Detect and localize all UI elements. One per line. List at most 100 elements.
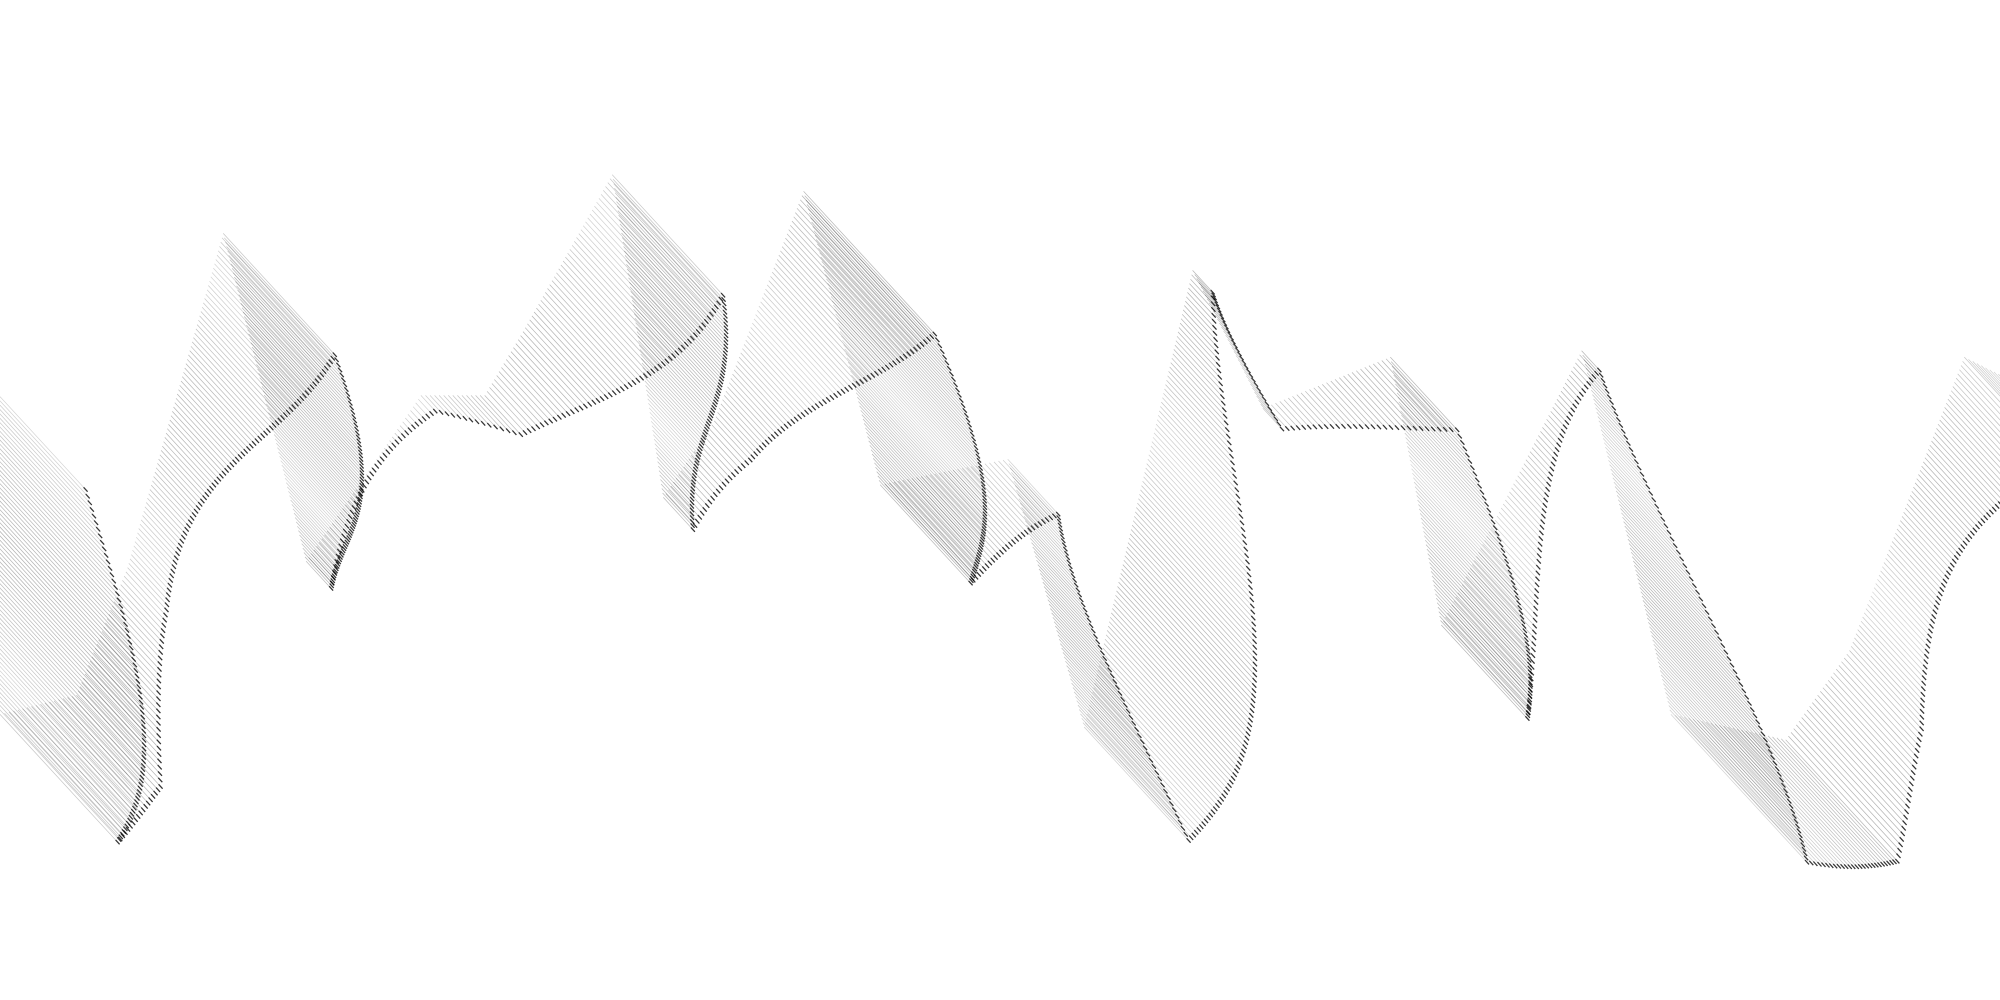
line-tip	[1915, 742, 1921, 748]
line-tip	[377, 459, 382, 466]
hatch-line	[1652, 639, 1784, 783]
hatch-line	[0, 674, 134, 820]
line-tip	[141, 742, 147, 748]
line-tip	[1492, 525, 1498, 531]
line-tip	[999, 549, 1004, 555]
line-tip	[956, 392, 962, 398]
hatch-line	[1168, 371, 1231, 439]
line-tip	[756, 448, 761, 454]
line-tip	[1203, 818, 1209, 824]
hatch-line	[778, 254, 887, 372]
line-tip	[1795, 823, 1800, 829]
line-tip	[1783, 788, 1788, 794]
line-tip	[1588, 377, 1594, 383]
line-tip	[134, 673, 140, 679]
hatch-line	[215, 259, 325, 378]
hatch-line	[800, 199, 931, 342]
line-tip	[1230, 339, 1236, 345]
hatch-line	[0, 714, 120, 845]
line-tip	[1762, 737, 1768, 743]
line-tip	[1538, 530, 1544, 536]
hatch-line	[297, 526, 339, 572]
hatch-line	[294, 517, 341, 567]
line-tip	[962, 407, 968, 414]
line-tip	[1212, 324, 1217, 331]
line-tip	[1261, 396, 1267, 402]
hatch-line	[818, 247, 966, 408]
hatch-line	[303, 552, 335, 586]
hatch-line	[1594, 403, 1629, 440]
hatch-line	[1150, 445, 1249, 552]
line-tip	[1832, 863, 1838, 869]
line-tip	[723, 317, 729, 323]
hatch-line	[475, 395, 511, 434]
line-tip	[119, 609, 125, 615]
hatch-line	[4, 712, 123, 842]
hatch-line	[685, 462, 718, 498]
hatch-line	[1806, 709, 1908, 820]
line-tip	[697, 514, 703, 520]
line-tip	[982, 508, 988, 514]
hatch-line	[123, 575, 167, 623]
line-tip	[1529, 670, 1535, 676]
line-tip	[840, 388, 846, 395]
line-tip	[980, 534, 986, 540]
line-tip	[1817, 861, 1822, 867]
line-tip	[359, 487, 365, 493]
line-tip	[717, 385, 722, 391]
hatch-line	[86, 669, 162, 751]
line-tip	[723, 343, 729, 350]
hatch-line	[809, 212, 950, 366]
line-tip	[699, 510, 705, 516]
hatch-line	[529, 319, 605, 402]
hatch-line	[234, 276, 353, 406]
hatch-line	[508, 355, 566, 418]
hatch-line	[1078, 709, 1180, 819]
hatch-line	[929, 474, 1004, 555]
line-tip	[1020, 531, 1026, 538]
hatch-line	[1701, 720, 1838, 869]
line-tip	[1757, 725, 1763, 731]
hatch-line	[1179, 322, 1221, 367]
line-tip	[165, 592, 171, 598]
line-tip	[1953, 554, 1959, 561]
line-tip	[1951, 558, 1957, 564]
hatch-line	[288, 491, 346, 554]
line-tip	[1488, 513, 1494, 519]
line-tip	[982, 501, 988, 508]
line-tip	[744, 460, 750, 466]
hatch-line	[845, 353, 988, 507]
hatch-line	[1408, 455, 1509, 564]
hatch-line	[1425, 544, 1532, 659]
line-tip	[981, 491, 987, 498]
hatch-line	[271, 425, 359, 520]
line-tip	[319, 372, 325, 378]
hatch-line	[1500, 507, 1542, 553]
line-tip	[1796, 828, 1802, 834]
hatch-line	[1022, 511, 1072, 565]
line-tip	[1226, 440, 1232, 446]
hatch-line	[1638, 582, 1752, 706]
hatch-line	[1895, 532, 1946, 588]
hatch-line	[1719, 724, 1853, 870]
line-tip	[1237, 507, 1243, 513]
hatch-line	[1641, 595, 1760, 725]
line-tip	[1977, 521, 1983, 527]
hatch-line	[1036, 559, 1090, 618]
line-tip	[331, 569, 337, 575]
hatch-line	[128, 563, 170, 608]
line-tip	[724, 478, 730, 484]
hatch-line	[1868, 599, 1929, 665]
hatch-line	[1962, 361, 2000, 403]
line-tip	[1065, 555, 1071, 561]
hatch-line	[860, 410, 985, 545]
hatch-line	[62, 698, 156, 799]
line-tip	[358, 491, 364, 497]
hatch-line	[1275, 402, 1301, 431]
hatch-line	[1040, 573, 1096, 634]
line-tip	[340, 377, 346, 383]
hatch-line	[0, 465, 120, 597]
hatch-line	[1932, 436, 2000, 509]
line-tip	[1919, 726, 1925, 732]
line-tip	[323, 365, 329, 371]
